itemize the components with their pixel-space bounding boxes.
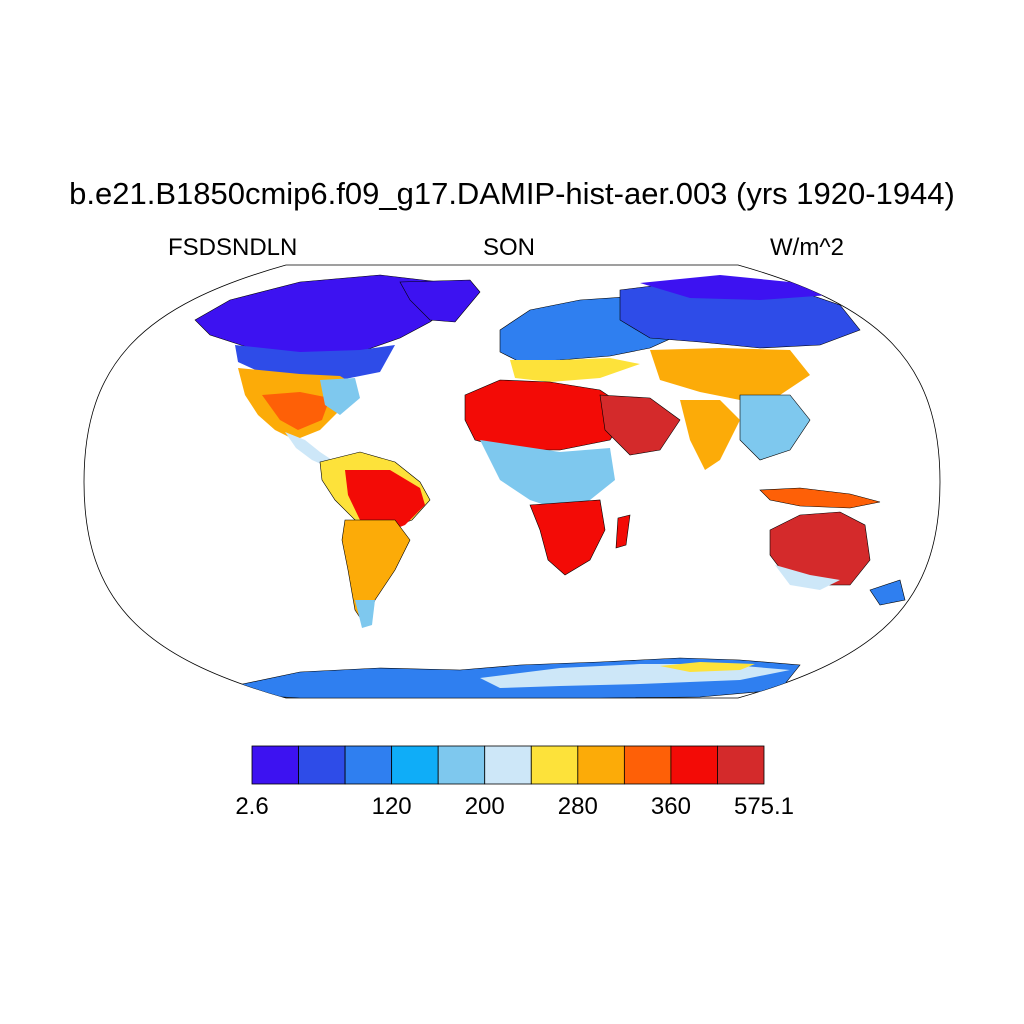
land-south-asia (680, 400, 740, 470)
land-south-america-tip (355, 600, 375, 628)
land-east-asia (739, 394, 811, 461)
colorbar-box (344, 745, 393, 785)
land-south-america-amazon (345, 470, 425, 535)
colorbar-box (484, 745, 532, 785)
land-sahara (464, 379, 631, 451)
land-madagascar (615, 514, 631, 549)
colorbar-box (251, 745, 299, 785)
colorbar-tick-label: 200 (465, 793, 505, 820)
variable-label: FSDSNDLN (168, 234, 298, 261)
land-new-zealand (869, 579, 906, 606)
land-layer (194, 274, 906, 698)
land-central-africa (480, 440, 615, 510)
land-north-america-mid (235, 345, 395, 380)
colorbar-tick-label: 280 (558, 793, 598, 820)
figure-title: b.e21.B1850cmip6.f09_g17.DAMIP-hist-aer.… (69, 176, 955, 211)
land-australia (769, 511, 871, 586)
land-arabia (599, 394, 681, 456)
units-label: W/m^2 (770, 234, 844, 261)
land-north-america-east (320, 378, 360, 415)
land-asia-arctic (640, 275, 830, 300)
colorbar-tick-label: 575.1 (734, 793, 794, 820)
land-indonesia (759, 487, 881, 509)
colorbar-box (623, 745, 672, 785)
colorbar-box (530, 745, 579, 785)
land-europe-south (510, 358, 640, 382)
colorbar-box (391, 745, 439, 785)
colorbar-box (298, 745, 346, 785)
colorbar-box (437, 745, 486, 785)
land-southern-africa (529, 499, 606, 576)
colorbar-tick-label: 360 (651, 793, 691, 820)
season-label: SON (483, 234, 536, 261)
land-australia-south (775, 565, 840, 590)
colorbar-tick-label: 120 (372, 793, 412, 820)
colorbar-tick-label: 2.6 (235, 793, 268, 820)
land-north-america-texas (262, 392, 330, 430)
colorbar-box (670, 745, 718, 785)
land-antarctica-plateau (660, 662, 755, 672)
land-greenland (399, 279, 481, 323)
land-central-america (285, 432, 335, 468)
colorbar-box (577, 745, 625, 785)
land-central-asia (650, 348, 810, 400)
colorbar-box (717, 745, 765, 785)
